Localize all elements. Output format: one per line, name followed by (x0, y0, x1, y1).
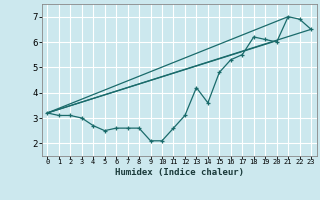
X-axis label: Humidex (Indice chaleur): Humidex (Indice chaleur) (115, 168, 244, 177)
